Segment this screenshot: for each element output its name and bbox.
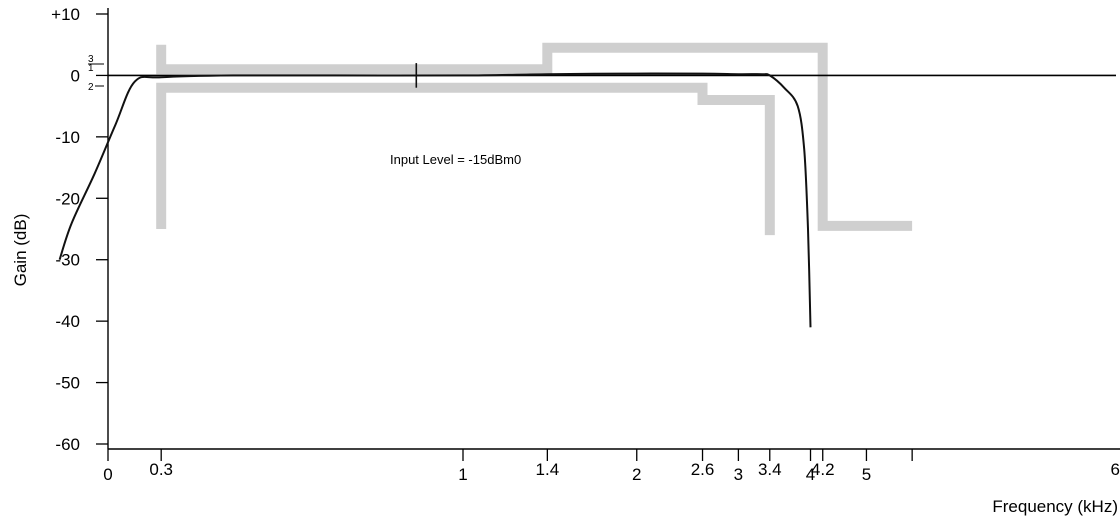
y-tick-label: -20 — [55, 189, 80, 208]
y-axis-label: Gain (dB) — [11, 214, 30, 287]
x-tick-label: 4 — [806, 465, 815, 484]
curve-layer — [58, 63, 812, 328]
x-tick-label: 1.4 — [536, 460, 560, 479]
x-tick-label: 2 — [632, 465, 641, 484]
axes: +10 0 -10 -20 -30 -40 -50 -60 0 0.3 1 1.4 2 2.6 3 3.4 44… — [51, 5, 1120, 484]
x-tick-label: 6 — [1111, 460, 1120, 479]
y-tick-label: +10 — [51, 5, 80, 24]
x-tick-label: 2.6 — [691, 460, 715, 479]
lower-mask-line — [156, 82, 775, 236]
x-axis-label: Frequency (kHz) — [992, 497, 1118, 516]
x-tick-label: 1 — [458, 465, 467, 484]
mask-marker-1: 1 — [88, 63, 94, 74]
upper-mask-line — [156, 42, 913, 231]
x-tick-label: 3.4 — [758, 460, 782, 479]
mask-marker-3: 3 — [88, 54, 94, 65]
x-tick-label: 0 — [103, 465, 112, 484]
x-tick-label: 4.2 — [811, 460, 835, 479]
x-tick-label: 3 — [734, 465, 743, 484]
y-tick-label: -50 — [55, 374, 80, 393]
mask-marker-2: 2 — [88, 82, 94, 93]
y-tick-label: -60 — [55, 435, 80, 454]
input-level-annotation: Input Level = -15dBm0 — [390, 152, 521, 167]
y-tick-label: 0 — [71, 66, 80, 85]
y-tick-label: -30 — [55, 251, 80, 270]
mask-layer — [156, 42, 913, 236]
y-tick-label: -10 — [55, 128, 80, 147]
x-tick-label: 5 — [862, 465, 871, 484]
x-tick-label: 0.3 — [149, 460, 173, 479]
y-tick-label: -40 — [55, 312, 80, 331]
gain-response-curve — [58, 72, 812, 328]
label-layer: Gain (dB) Frequency (kHz) Input Level = … — [11, 152, 1118, 516]
